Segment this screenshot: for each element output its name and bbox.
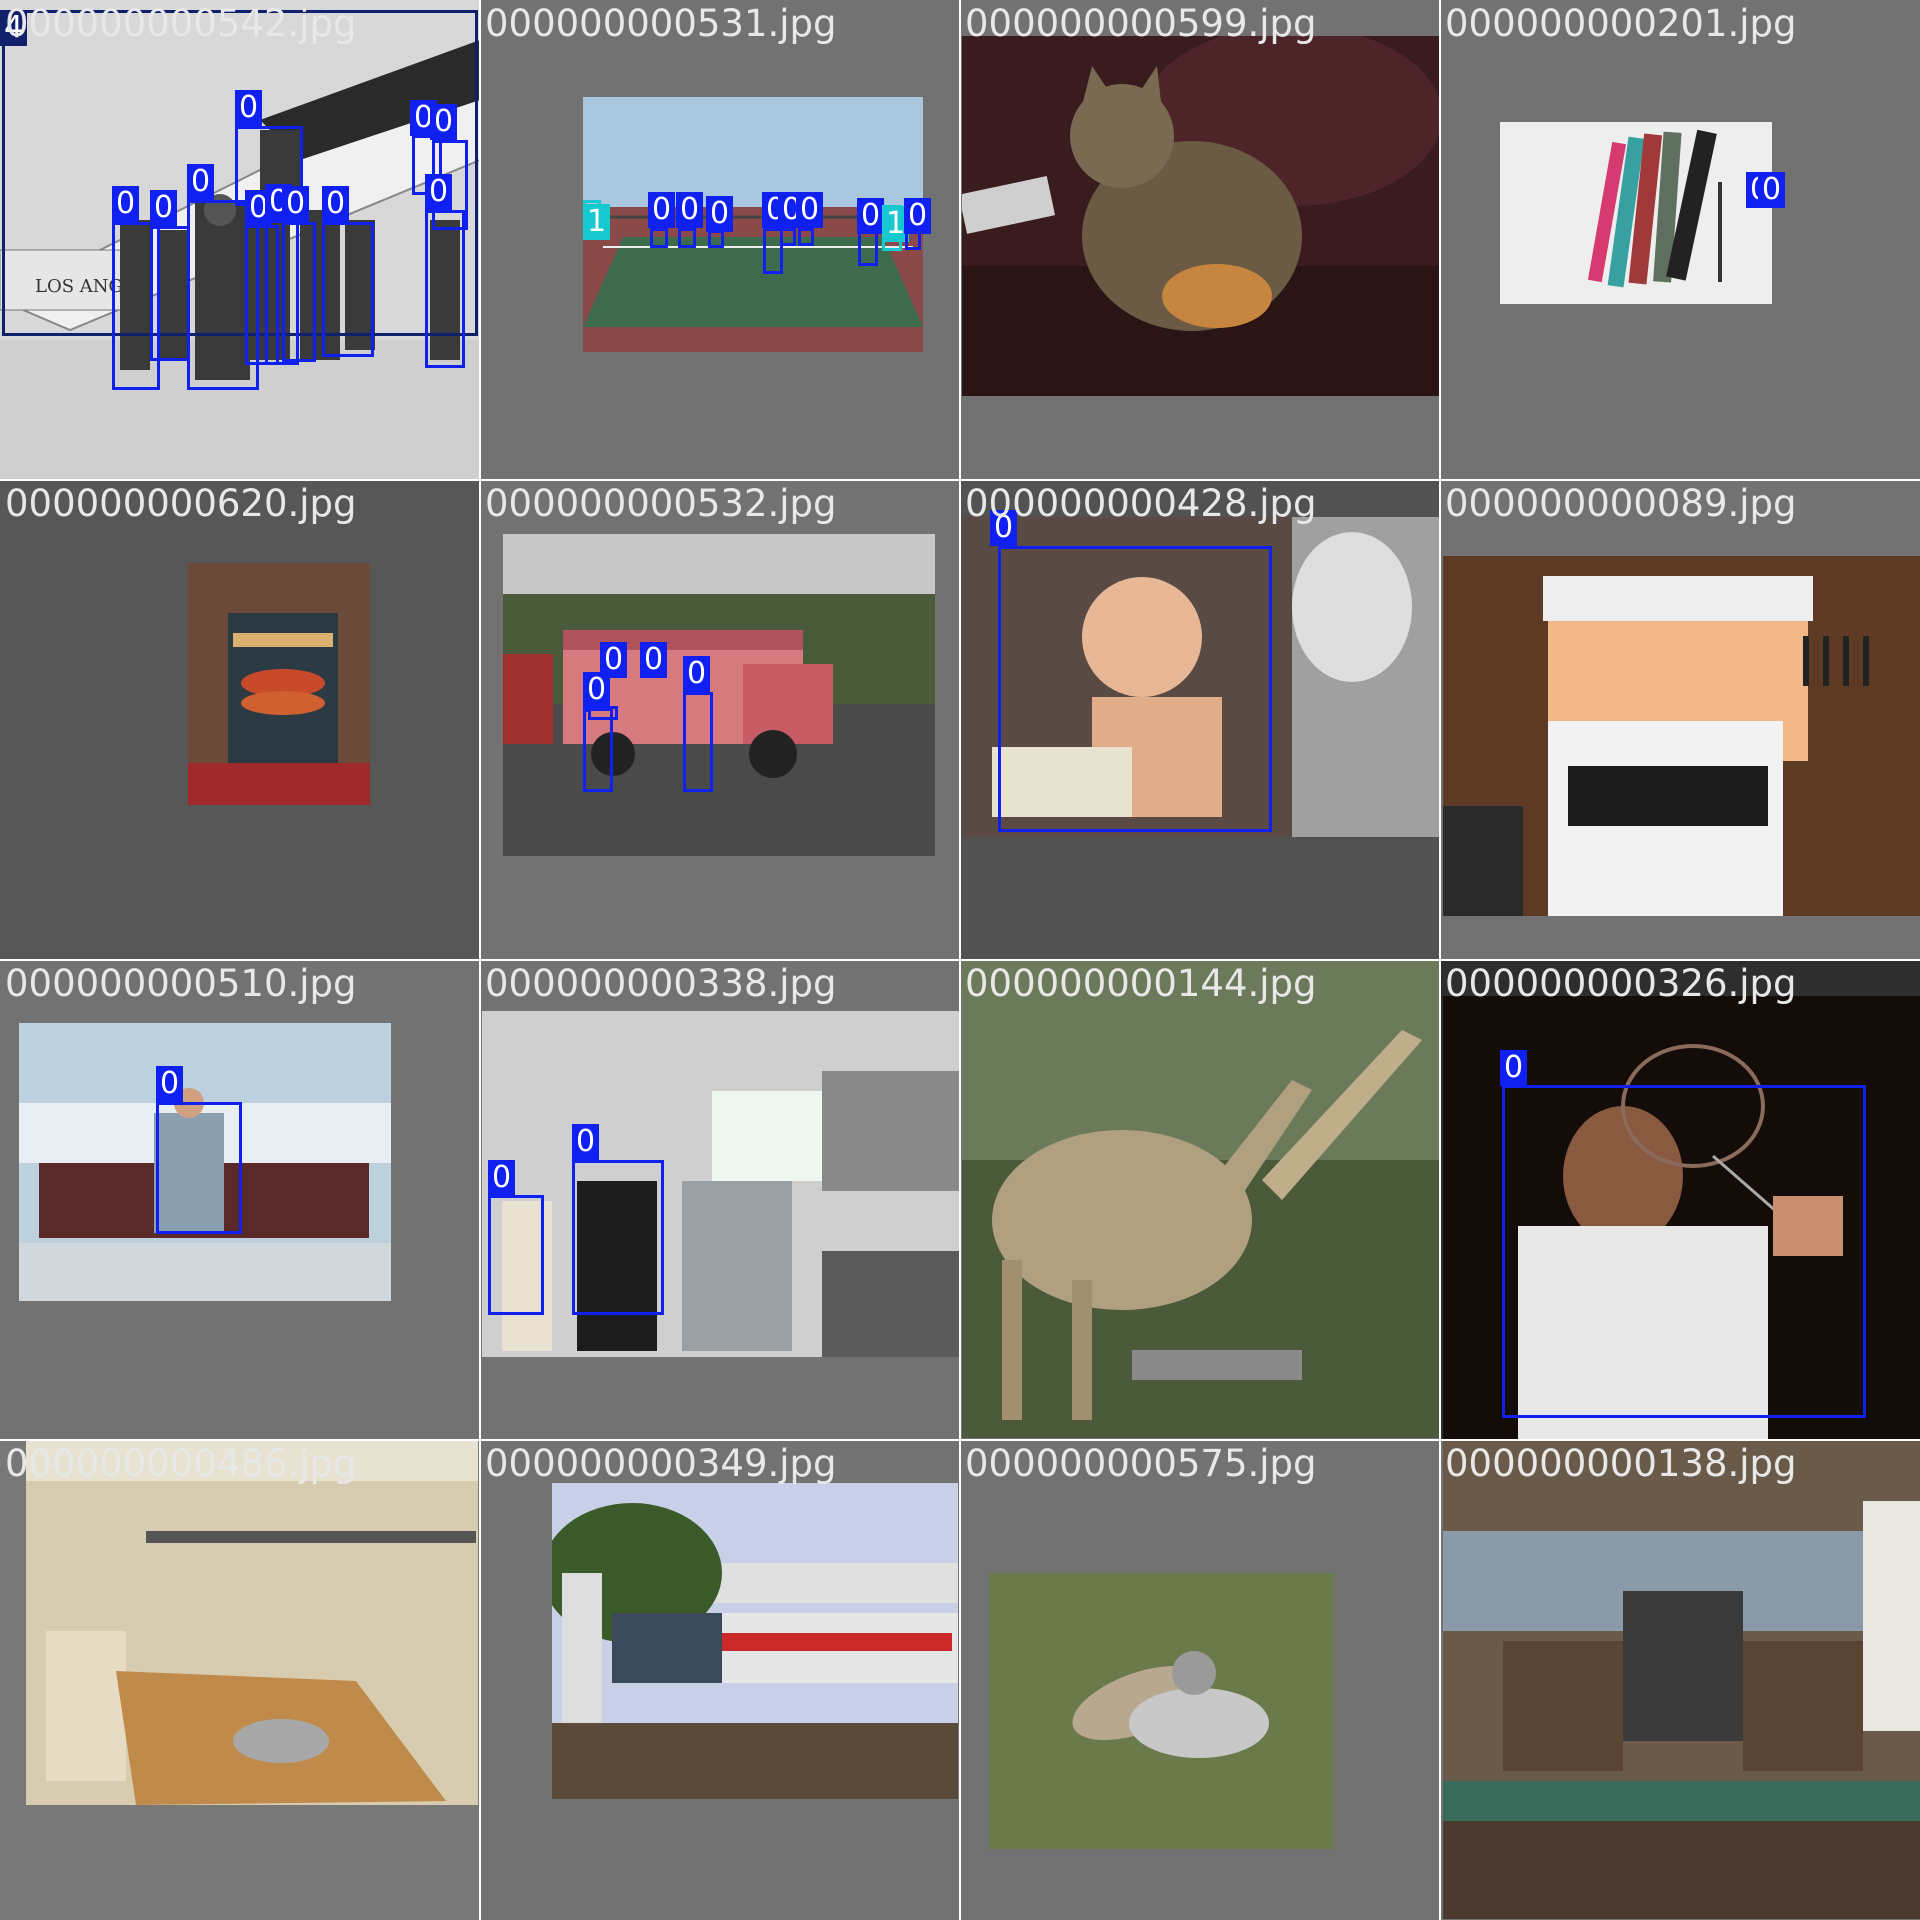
photo-wine-man bbox=[1443, 996, 1920, 1440]
filename-label: 000000000575.jpg bbox=[965, 1442, 1317, 1485]
detection-label: 0 bbox=[488, 1160, 516, 1196]
filename-label: 000000000201.jpg bbox=[1445, 2, 1797, 45]
photo-pizza-oven bbox=[188, 563, 370, 805]
photo-kitchen-people bbox=[482, 1011, 960, 1357]
detection-box bbox=[650, 228, 668, 248]
grid-line bbox=[0, 959, 1920, 961]
detection-label: 0 bbox=[990, 510, 1018, 546]
detection-label: 0 bbox=[640, 642, 668, 678]
detection-box bbox=[245, 225, 279, 365]
detection-label: 0 bbox=[430, 104, 458, 140]
detection-box bbox=[150, 226, 190, 361]
photo-rustic-kitchen bbox=[1443, 1441, 1920, 1919]
tile-510: 0 000000000510.jpg bbox=[0, 960, 480, 1440]
filename-label: 000000000532.jpg bbox=[485, 482, 837, 525]
detection-box bbox=[156, 1102, 242, 1234]
detection-box bbox=[425, 210, 465, 368]
photo-tennis bbox=[583, 97, 923, 352]
tile-486: 000000000486.jpg bbox=[0, 1440, 480, 1920]
detection-label: 0 bbox=[425, 174, 453, 210]
detection-label: 0 bbox=[683, 656, 711, 692]
detection-label: 0 bbox=[282, 186, 310, 222]
detection-label: 0 bbox=[706, 196, 734, 232]
tile-138: 000000000138.jpg bbox=[1440, 1440, 1920, 1920]
photo-toddler bbox=[962, 517, 1439, 837]
photo-bench bbox=[19, 1023, 391, 1301]
detection-label: 0 bbox=[572, 1124, 600, 1160]
detection-label: 0 bbox=[112, 186, 140, 222]
detection-box bbox=[2, 10, 478, 336]
detection-label: 0 bbox=[796, 192, 824, 228]
detection-box bbox=[678, 228, 696, 248]
photo-train bbox=[552, 1483, 958, 1799]
tile-349: 000000000349.jpg bbox=[480, 1440, 960, 1920]
detection-box bbox=[858, 230, 878, 266]
detection-label: 1 bbox=[583, 204, 611, 240]
detection-label: 0 bbox=[583, 672, 611, 708]
detection-box bbox=[488, 1195, 544, 1315]
tile-428: 0 000000000428.jpg bbox=[960, 480, 1440, 960]
tile-599: 000000000599.jpg bbox=[960, 0, 1440, 480]
detection-label: 0 bbox=[600, 642, 628, 678]
filename-label: 000000000349.jpg bbox=[485, 1442, 837, 1485]
detection-label: 0 bbox=[1758, 172, 1786, 208]
grid-line bbox=[0, 479, 1920, 481]
detection-box bbox=[282, 222, 316, 362]
detection-box bbox=[583, 708, 613, 792]
detection-label: 0 bbox=[156, 1066, 184, 1102]
detection-box bbox=[798, 228, 814, 246]
tile-326: 0 000000000326.jpg bbox=[1440, 960, 1920, 1440]
tile-620: 000000000620.jpg bbox=[0, 480, 480, 960]
detection-box bbox=[763, 228, 783, 274]
detection-label: 0 bbox=[676, 192, 704, 228]
tile-532: 0 0 0 0 000000000532.jpg bbox=[480, 480, 960, 960]
detection-label: 0 bbox=[1500, 1050, 1528, 1086]
photo-kitchen-stove bbox=[1443, 556, 1920, 916]
detection-label: 0 bbox=[235, 90, 263, 126]
detection-label: 0 bbox=[150, 190, 178, 226]
detection-box bbox=[683, 692, 713, 792]
detection-box bbox=[322, 222, 374, 357]
detection-box bbox=[998, 546, 1272, 832]
detection-box bbox=[187, 200, 259, 390]
photo-biplane: LOS ANGE bbox=[0, 0, 480, 480]
detection-label: 0 bbox=[187, 164, 215, 200]
tile-089: 000000000089.jpg bbox=[1440, 480, 1920, 960]
tile-542: LOS ANGE 4 0 0 0 0 0 0 0 0 0 0 bbox=[0, 0, 480, 480]
tile-338: 0 0 000000000338.jpg bbox=[480, 960, 960, 1440]
detection-label: 4 bbox=[0, 10, 28, 46]
detection-box bbox=[1502, 1085, 1866, 1418]
filename-label: 000000000531.jpg bbox=[485, 2, 837, 45]
tile-531: 1 0 0 0 0 0 0 0 1 0 000000000531.jpg bbox=[480, 0, 960, 480]
tile-575: 000000000575.jpg bbox=[960, 1440, 1440, 1920]
photo-cat-couch bbox=[962, 36, 1439, 396]
detection-box bbox=[780, 228, 796, 246]
photo-bus bbox=[503, 534, 935, 856]
filename-label: 000000000338.jpg bbox=[485, 962, 837, 1005]
detection-label: 0 bbox=[648, 192, 676, 228]
detection-label: 0 bbox=[904, 198, 932, 234]
detection-label: 0 bbox=[322, 186, 350, 222]
tile-201: 0 0 000000000201.jpg bbox=[1440, 0, 1920, 480]
filename-label: 000000000620.jpg bbox=[5, 482, 357, 525]
grid-line bbox=[0, 1439, 1920, 1441]
filename-label: 000000000510.jpg bbox=[5, 962, 357, 1005]
detection-label: 0 bbox=[857, 198, 885, 234]
detection-box bbox=[112, 222, 160, 390]
detection-box bbox=[572, 1160, 664, 1315]
photo-commercial-kitchen bbox=[26, 1441, 478, 1805]
photo-cat-shoe bbox=[989, 1573, 1334, 1849]
svg-text:LOS ANGE: LOS ANGE bbox=[35, 276, 136, 297]
tile-144: 000000000144.jpg bbox=[960, 960, 1440, 1440]
photo-giraffes bbox=[962, 960, 1439, 1438]
detection-box bbox=[708, 230, 724, 248]
filename-label: 000000000089.jpg bbox=[1445, 482, 1797, 525]
photo-snowboards bbox=[1500, 122, 1772, 304]
